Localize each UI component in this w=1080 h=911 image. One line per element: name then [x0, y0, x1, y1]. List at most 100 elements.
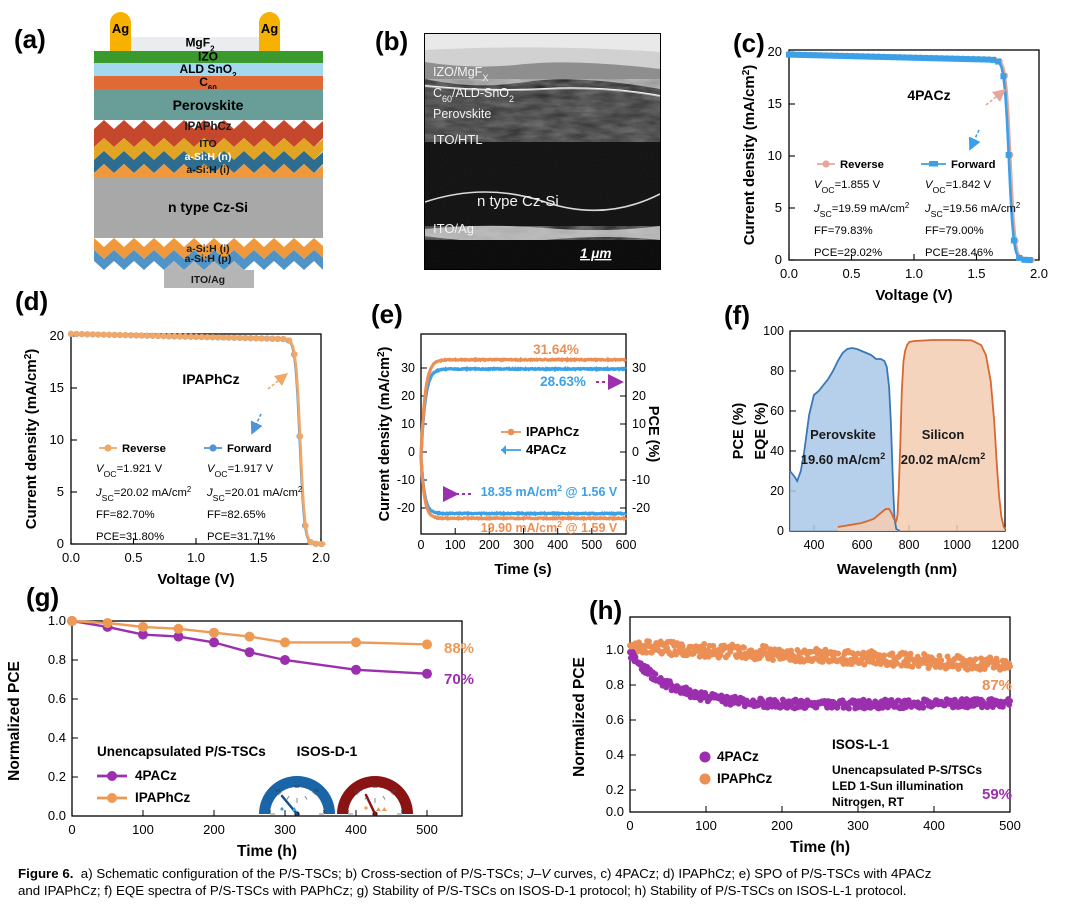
svg-text:ISOS-D-1: ISOS-D-1 — [297, 743, 358, 759]
svg-text:0.0: 0.0 — [606, 804, 624, 819]
svg-text:-10: -10 — [632, 473, 650, 487]
svg-text:ITO/Ag: ITO/Ag — [191, 274, 225, 286]
svg-text:0.5: 0.5 — [124, 550, 142, 565]
svg-text:80: 80 — [770, 364, 784, 378]
svg-text:VOC=1.917 V: VOC=1.917 V — [207, 463, 274, 479]
svg-text:10: 10 — [768, 148, 782, 163]
svg-text:100: 100 — [763, 324, 784, 338]
svg-text:Time (s): Time (s) — [494, 561, 551, 578]
svg-text:30: 30 — [401, 361, 415, 375]
svg-text:1.0: 1.0 — [187, 550, 205, 565]
svg-text:0.6: 0.6 — [606, 712, 624, 727]
svg-text:Voltage (V): Voltage (V) — [875, 287, 952, 304]
svg-text:EQE (%): EQE (%) — [753, 402, 769, 459]
svg-text:25: 25 — [354, 788, 359, 793]
svg-text:Perovskite: Perovskite — [433, 107, 491, 121]
svg-text:4PACz: 4PACz — [135, 768, 177, 783]
svg-text:0: 0 — [775, 252, 782, 267]
svg-text:10: 10 — [632, 417, 646, 431]
svg-text:0: 0 — [418, 538, 425, 552]
svg-text:10: 10 — [50, 432, 64, 447]
svg-text:50: 50 — [373, 784, 378, 789]
svg-text:0: 0 — [408, 445, 415, 459]
svg-text:1200: 1200 — [991, 538, 1019, 552]
svg-text:75: 75 — [314, 788, 319, 793]
svg-text:-20: -20 — [632, 501, 650, 515]
svg-text:Perovskite: Perovskite — [810, 427, 876, 442]
svg-text:Voltage (V): Voltage (V) — [157, 571, 234, 588]
svg-text:200: 200 — [203, 822, 225, 837]
svg-text:JSC=19.59 mA/cm2: JSC=19.59 mA/cm2 — [813, 201, 909, 220]
svg-text:1.5: 1.5 — [249, 550, 267, 565]
svg-text:0.8: 0.8 — [48, 652, 66, 667]
svg-text:Current density (mA/cm2): Current density (mA/cm2) — [741, 65, 759, 246]
svg-text:FF=82.70%: FF=82.70% — [96, 509, 155, 521]
svg-text:0: 0 — [68, 822, 75, 837]
svg-text:20: 20 — [401, 389, 415, 403]
svg-text:300: 300 — [274, 822, 296, 837]
svg-text:30: 30 — [632, 361, 646, 375]
svg-text:5: 5 — [57, 484, 64, 499]
svg-text:15: 15 — [50, 380, 64, 395]
svg-text:-10: -10 — [397, 473, 415, 487]
svg-text:800: 800 — [899, 538, 920, 552]
svg-text:Wavelength (nm): Wavelength (nm) — [837, 561, 957, 578]
svg-text:0.2: 0.2 — [48, 769, 66, 784]
svg-text:Silicon: Silicon — [922, 427, 965, 442]
svg-text:IPAPhCz: IPAPhCz — [717, 771, 773, 786]
svg-text:100: 100 — [132, 822, 154, 837]
svg-text:n type Cz-Si: n type Cz-Si — [477, 193, 559, 210]
svg-text:31.64%: 31.64% — [533, 342, 579, 357]
svg-text:PCE (%): PCE (%) — [645, 406, 661, 463]
svg-text:JSC=20.02 mA/cm2: JSC=20.02 mA/cm2 — [95, 485, 191, 504]
svg-text:0.2: 0.2 — [606, 782, 624, 797]
svg-text:Time (h): Time (h) — [237, 843, 297, 860]
svg-text:400: 400 — [547, 538, 568, 552]
svg-text:300: 300 — [513, 538, 534, 552]
svg-text:4PACz: 4PACz — [526, 442, 567, 457]
svg-text:a-Si:H (n): a-Si:H (n) — [185, 151, 232, 163]
svg-text:20: 20 — [50, 328, 64, 343]
svg-text:100: 100 — [695, 818, 717, 833]
svg-text:1 μm: 1 μm — [580, 246, 611, 261]
svg-text:0: 0 — [777, 524, 784, 538]
svg-text:500: 500 — [581, 538, 602, 552]
svg-text:500: 500 — [416, 822, 438, 837]
svg-text:Ag: Ag — [112, 21, 129, 36]
svg-text:Normalized PCE: Normalized PCE — [571, 657, 588, 777]
svg-text:70%: 70% — [444, 671, 474, 688]
svg-text:88%: 88% — [444, 640, 474, 657]
svg-text:FF=79.83%: FF=79.83% — [814, 225, 873, 237]
svg-text:Ag: Ag — [261, 21, 278, 36]
svg-text:100: 100 — [445, 538, 466, 552]
svg-text:LED 1-Sun illumination: LED 1-Sun illumination — [832, 779, 963, 793]
svg-text:-20: -20 — [397, 501, 415, 515]
svg-text:0: 0 — [626, 818, 633, 833]
svg-text:5: 5 — [775, 200, 782, 215]
svg-text:59%: 59% — [982, 786, 1012, 803]
svg-text:PCE=31.80%: PCE=31.80% — [96, 531, 164, 543]
svg-text:IPAPhCz: IPAPhCz — [184, 121, 231, 133]
svg-text:ITO/HTL: ITO/HTL — [433, 132, 483, 147]
svg-text:Forward: Forward — [227, 443, 272, 455]
svg-text:VOC=1.842 V: VOC=1.842 V — [925, 179, 992, 195]
svg-text:10: 10 — [401, 417, 415, 431]
svg-text:n type Cz-Si: n type Cz-Si — [168, 199, 248, 215]
svg-text:Forward: Forward — [951, 159, 996, 171]
svg-text:ITO/Ag: ITO/Ag — [433, 221, 474, 236]
svg-text:20.02 mA/cm2: 20.02 mA/cm2 — [901, 451, 986, 467]
svg-text:500: 500 — [999, 818, 1021, 833]
svg-text:0: 0 — [57, 536, 64, 551]
svg-text:60: 60 — [770, 404, 784, 418]
svg-text:PCE (%): PCE (%) — [731, 403, 747, 460]
svg-text:1.0: 1.0 — [606, 642, 624, 657]
svg-text:Current density (mA/cm2): Current density (mA/cm2) — [23, 349, 41, 530]
svg-text:0.5: 0.5 — [842, 266, 860, 281]
svg-text:75: 75 — [392, 788, 397, 793]
svg-text:2.0: 2.0 — [1030, 266, 1048, 281]
svg-text:0.8: 0.8 — [606, 677, 624, 692]
svg-text:Current density (mA/cm2): Current density (mA/cm2) — [376, 346, 394, 521]
svg-text:Unencapsulated P/S-TSCs: Unencapsulated P/S-TSCs — [97, 744, 266, 759]
svg-text:VOC=1.855 V: VOC=1.855 V — [814, 179, 881, 195]
svg-text:19.90 mA/cm2 @ 1.59 V: 19.90 mA/cm2 @ 1.59 V — [481, 519, 618, 535]
